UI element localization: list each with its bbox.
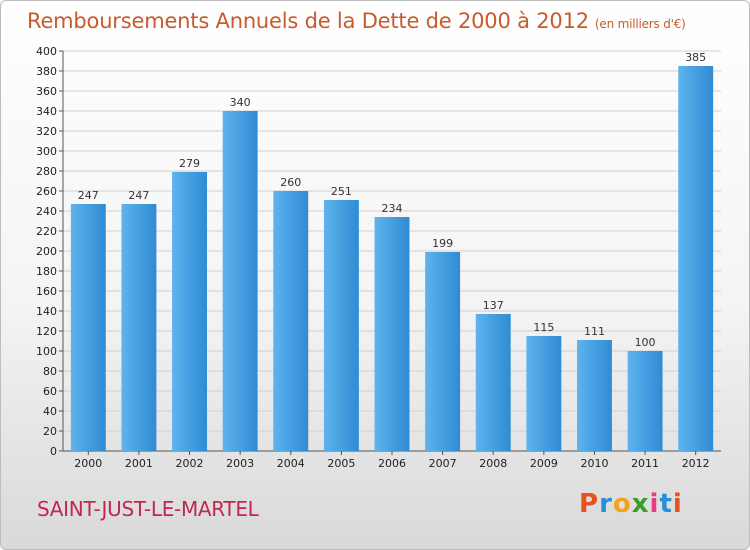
value-label: 111 bbox=[584, 325, 605, 338]
y-tick-label: 380 bbox=[36, 65, 57, 78]
x-tick-label: 2012 bbox=[682, 457, 710, 470]
bar-2007 bbox=[425, 252, 461, 451]
y-tick-label: 240 bbox=[36, 205, 57, 218]
y-tick-label: 180 bbox=[36, 265, 57, 278]
axes: 0 20 40 60 80 100 120 140 160 180 200 220 240 260 280 3… bbox=[36, 45, 721, 470]
x-tick-label: 2004 bbox=[277, 457, 305, 470]
bars bbox=[70, 66, 714, 451]
x-tick-label: 2000 bbox=[74, 457, 102, 470]
bar-2012 bbox=[678, 66, 714, 451]
x-tick-label: 2007 bbox=[429, 457, 457, 470]
y-tick-label: 220 bbox=[36, 225, 57, 238]
x-tick-label: 2008 bbox=[479, 457, 507, 470]
y-tick-label: 120 bbox=[36, 325, 57, 338]
x-tick-label: 2011 bbox=[631, 457, 659, 470]
y-tick-label: 200 bbox=[36, 245, 57, 258]
value-label: 115 bbox=[533, 321, 554, 334]
bar-2001 bbox=[121, 204, 157, 451]
bar-2000 bbox=[70, 204, 106, 451]
logo-letter: o bbox=[612, 489, 632, 519]
x-tick-label: 2003 bbox=[226, 457, 254, 470]
value-label: 199 bbox=[432, 237, 453, 250]
y-tick-label: 140 bbox=[36, 305, 57, 318]
y-tick-label: 260 bbox=[36, 185, 57, 198]
value-label: 100 bbox=[635, 336, 656, 349]
value-label: 385 bbox=[685, 51, 706, 64]
x-tick-label: 2005 bbox=[327, 457, 355, 470]
bar-2006 bbox=[374, 217, 410, 451]
y-tick-label: 80 bbox=[43, 365, 57, 378]
y-tick-label: 40 bbox=[43, 405, 57, 418]
bar-2009 bbox=[526, 336, 562, 451]
x-tick-label: 2002 bbox=[176, 457, 204, 470]
bar-2004 bbox=[273, 191, 309, 451]
x-tick-label: 2010 bbox=[580, 457, 608, 470]
y-tick-label: 160 bbox=[36, 285, 57, 298]
y-tick-label: 320 bbox=[36, 125, 57, 138]
value-label: 247 bbox=[78, 189, 99, 202]
y-tick-label: 300 bbox=[36, 145, 57, 158]
value-label: 279 bbox=[179, 157, 200, 170]
y-tick-label: 100 bbox=[36, 345, 57, 358]
logo-letter: i bbox=[672, 489, 683, 519]
logo-letter: r bbox=[599, 489, 613, 519]
bar-2008 bbox=[475, 314, 511, 451]
y-tick-label: 0 bbox=[50, 445, 57, 458]
y-tick-label: 280 bbox=[36, 165, 57, 178]
value-label: 234 bbox=[382, 202, 403, 215]
bar-2002 bbox=[172, 172, 208, 451]
chart-subtitle: (en milliers d'€) bbox=[594, 17, 686, 31]
y-tick-label: 360 bbox=[36, 85, 57, 98]
x-tick-label: 2009 bbox=[530, 457, 558, 470]
value-labels: 247 247 279 340 260 251 234 199 137 115 111 100 385 bbox=[78, 51, 706, 349]
y-tick-label: 60 bbox=[43, 385, 57, 398]
y-tick-label: 400 bbox=[36, 45, 57, 58]
proxiti-logo: Proxiti bbox=[579, 489, 683, 519]
logo-letter: t bbox=[659, 489, 673, 519]
bar-2011 bbox=[627, 351, 663, 451]
chart-title: Remboursements Annuels de la Dette de 20… bbox=[27, 9, 686, 33]
bar-2003 bbox=[222, 111, 258, 451]
chart-title-text: Remboursements Annuels de la Dette de 20… bbox=[27, 9, 589, 33]
x-tick-label: 2006 bbox=[378, 457, 406, 470]
bar-2005 bbox=[323, 200, 359, 451]
logo-letter: i bbox=[649, 489, 660, 519]
value-label: 137 bbox=[483, 299, 504, 312]
x-tick-label: 2001 bbox=[125, 457, 153, 470]
value-label: 247 bbox=[128, 189, 149, 202]
value-label: 251 bbox=[331, 185, 352, 198]
value-label: 340 bbox=[230, 96, 251, 109]
commune-name: SAINT-JUST-LE-MARTEL bbox=[37, 497, 259, 521]
bar-2010 bbox=[576, 340, 612, 451]
y-tick-label: 340 bbox=[36, 105, 57, 118]
logo-letter: P bbox=[579, 489, 600, 519]
logo-letter: x bbox=[631, 489, 650, 519]
y-tick-label: 20 bbox=[43, 425, 57, 438]
value-label: 260 bbox=[280, 176, 301, 189]
